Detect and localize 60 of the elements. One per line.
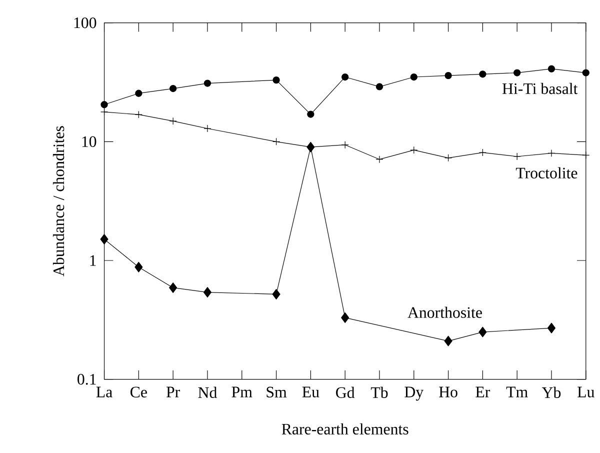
point [513,152,521,160]
x-tick-label: Yb [542,386,561,398]
series-label: Anorthosite [408,306,482,318]
point [376,83,384,90]
point [203,287,212,298]
x-tick-label: Ho [439,386,458,398]
point [169,85,177,92]
y-axis-title: Abundance / chondrites [52,126,64,276]
x-tick-label: Dy [404,386,424,401]
series-label: Troctolite [516,167,578,179]
x-tick-label: Gd [336,386,355,398]
y-tick-label: 0.1 [78,374,96,385]
point [341,312,350,324]
point [204,80,212,87]
point [204,124,212,132]
point [582,69,590,76]
point [376,156,384,164]
point [100,234,108,245]
point [342,74,349,81]
point [478,148,486,156]
point [134,262,143,272]
y-tick-label: 10 [82,136,96,148]
x-tick-label: Pr [166,386,180,398]
point [169,117,177,125]
x-tick-label: Sm [266,386,287,398]
x-tick-label: La [96,386,112,398]
point [100,108,108,116]
point [547,322,556,334]
point [444,154,452,162]
x-tick-label: Lu [578,386,594,398]
point [444,72,452,80]
x-tick-label: Nd [198,386,217,398]
x-tick-label: Ce [130,386,147,398]
point [444,336,452,346]
series-label: Hi-Ti basalt [502,82,578,94]
point [410,74,418,81]
point [582,151,590,160]
point [100,101,108,108]
point [548,149,556,158]
point [272,76,280,84]
point [169,282,178,294]
y-tick-label: 100 [74,18,96,28]
y-tick-label: 1 [90,255,96,266]
point [514,69,521,76]
x-tick-label: Tb [370,386,388,398]
point [272,138,280,146]
x-tick-label: Pm [232,386,252,398]
point [135,90,142,98]
x-tick-label: Tm [506,386,528,398]
point [410,146,418,154]
point [272,289,280,300]
x-axis-title: Rare-earth elements [282,423,408,435]
point [478,326,487,338]
point [134,110,142,118]
x-tick-label: Er [476,386,490,398]
point [307,110,314,118]
point [341,141,349,149]
x-tick-label: Eu [302,386,320,398]
point [479,70,486,78]
point [548,65,556,73]
